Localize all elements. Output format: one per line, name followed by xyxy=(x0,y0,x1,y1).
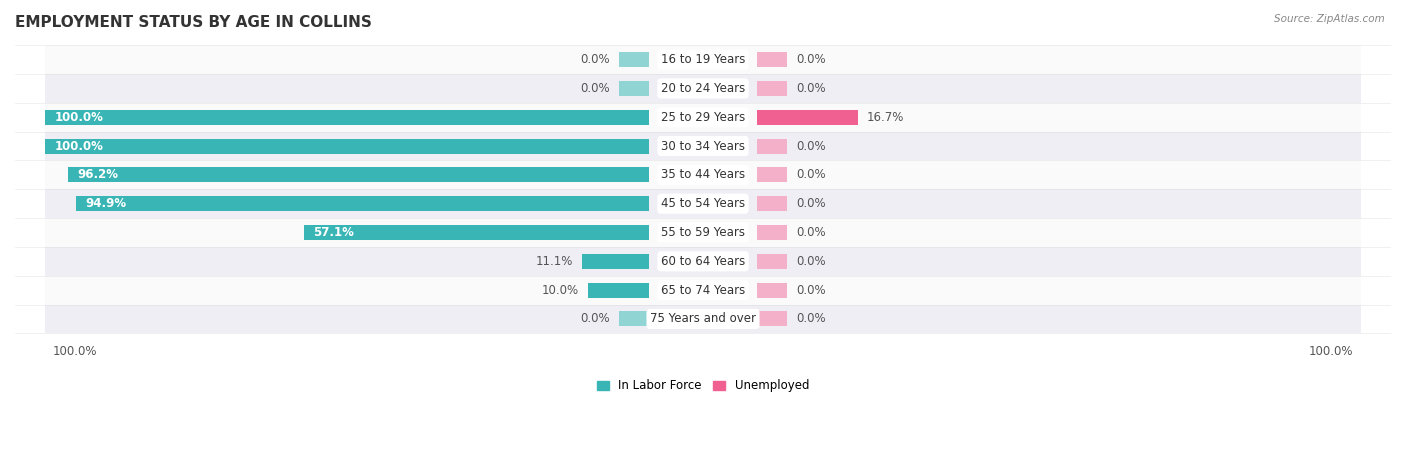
Text: 0.0%: 0.0% xyxy=(797,284,827,297)
Text: 20 to 24 Years: 20 to 24 Years xyxy=(661,82,745,95)
Bar xyxy=(758,167,787,182)
Text: 0.0%: 0.0% xyxy=(797,197,827,210)
Text: EMPLOYMENT STATUS BY AGE IN COLLINS: EMPLOYMENT STATUS BY AGE IN COLLINS xyxy=(15,15,371,30)
Text: 55 to 59 Years: 55 to 59 Years xyxy=(661,226,745,239)
Text: 45 to 54 Years: 45 to 54 Years xyxy=(661,197,745,210)
Text: 10.0%: 10.0% xyxy=(543,284,579,297)
Text: 96.2%: 96.2% xyxy=(77,168,118,181)
Bar xyxy=(588,283,648,297)
Text: 94.9%: 94.9% xyxy=(84,197,127,210)
Text: 65 to 74 Years: 65 to 74 Years xyxy=(661,284,745,297)
Text: 16.7%: 16.7% xyxy=(868,111,904,124)
Text: 0.0%: 0.0% xyxy=(579,53,609,66)
Bar xyxy=(758,110,858,125)
Bar xyxy=(758,283,787,297)
Text: 0.0%: 0.0% xyxy=(797,82,827,95)
Bar xyxy=(45,45,1361,74)
Text: 0.0%: 0.0% xyxy=(797,312,827,325)
Bar xyxy=(619,311,648,326)
Bar xyxy=(304,225,648,240)
Bar xyxy=(45,74,1361,103)
Text: 35 to 44 Years: 35 to 44 Years xyxy=(661,168,745,181)
Text: 25 to 29 Years: 25 to 29 Years xyxy=(661,111,745,124)
Text: 75 Years and over: 75 Years and over xyxy=(650,312,756,325)
Text: 0.0%: 0.0% xyxy=(797,53,827,66)
Text: Source: ZipAtlas.com: Source: ZipAtlas.com xyxy=(1274,14,1385,23)
Bar xyxy=(758,52,787,67)
Bar xyxy=(45,132,1361,161)
Text: 100.0%: 100.0% xyxy=(55,140,103,153)
Bar xyxy=(758,225,787,240)
Text: 57.1%: 57.1% xyxy=(314,226,354,239)
Bar xyxy=(45,161,1361,189)
Bar xyxy=(45,247,1361,276)
Text: 60 to 64 Years: 60 to 64 Years xyxy=(661,255,745,268)
Bar xyxy=(45,103,1361,132)
Bar xyxy=(758,81,787,96)
Text: 0.0%: 0.0% xyxy=(579,82,609,95)
Bar xyxy=(758,139,787,153)
Bar xyxy=(619,81,648,96)
Text: 100.0%: 100.0% xyxy=(55,111,103,124)
Bar xyxy=(45,276,1361,305)
Bar xyxy=(45,189,1361,218)
Text: 0.0%: 0.0% xyxy=(797,140,827,153)
Bar xyxy=(45,139,648,153)
Text: 16 to 19 Years: 16 to 19 Years xyxy=(661,53,745,66)
Bar xyxy=(45,110,648,125)
Bar xyxy=(45,218,1361,247)
Bar xyxy=(758,254,787,269)
Bar xyxy=(758,196,787,211)
Bar xyxy=(76,196,648,211)
Text: 0.0%: 0.0% xyxy=(797,168,827,181)
Legend: In Labor Force, Unemployed: In Labor Force, Unemployed xyxy=(592,374,814,397)
Bar xyxy=(67,167,648,182)
Bar xyxy=(582,254,648,269)
Text: 30 to 34 Years: 30 to 34 Years xyxy=(661,140,745,153)
Text: 0.0%: 0.0% xyxy=(797,255,827,268)
Text: 11.1%: 11.1% xyxy=(536,255,572,268)
Bar xyxy=(619,52,648,67)
Bar xyxy=(758,311,787,326)
Text: 0.0%: 0.0% xyxy=(797,226,827,239)
Text: 0.0%: 0.0% xyxy=(579,312,609,325)
Bar xyxy=(45,305,1361,333)
